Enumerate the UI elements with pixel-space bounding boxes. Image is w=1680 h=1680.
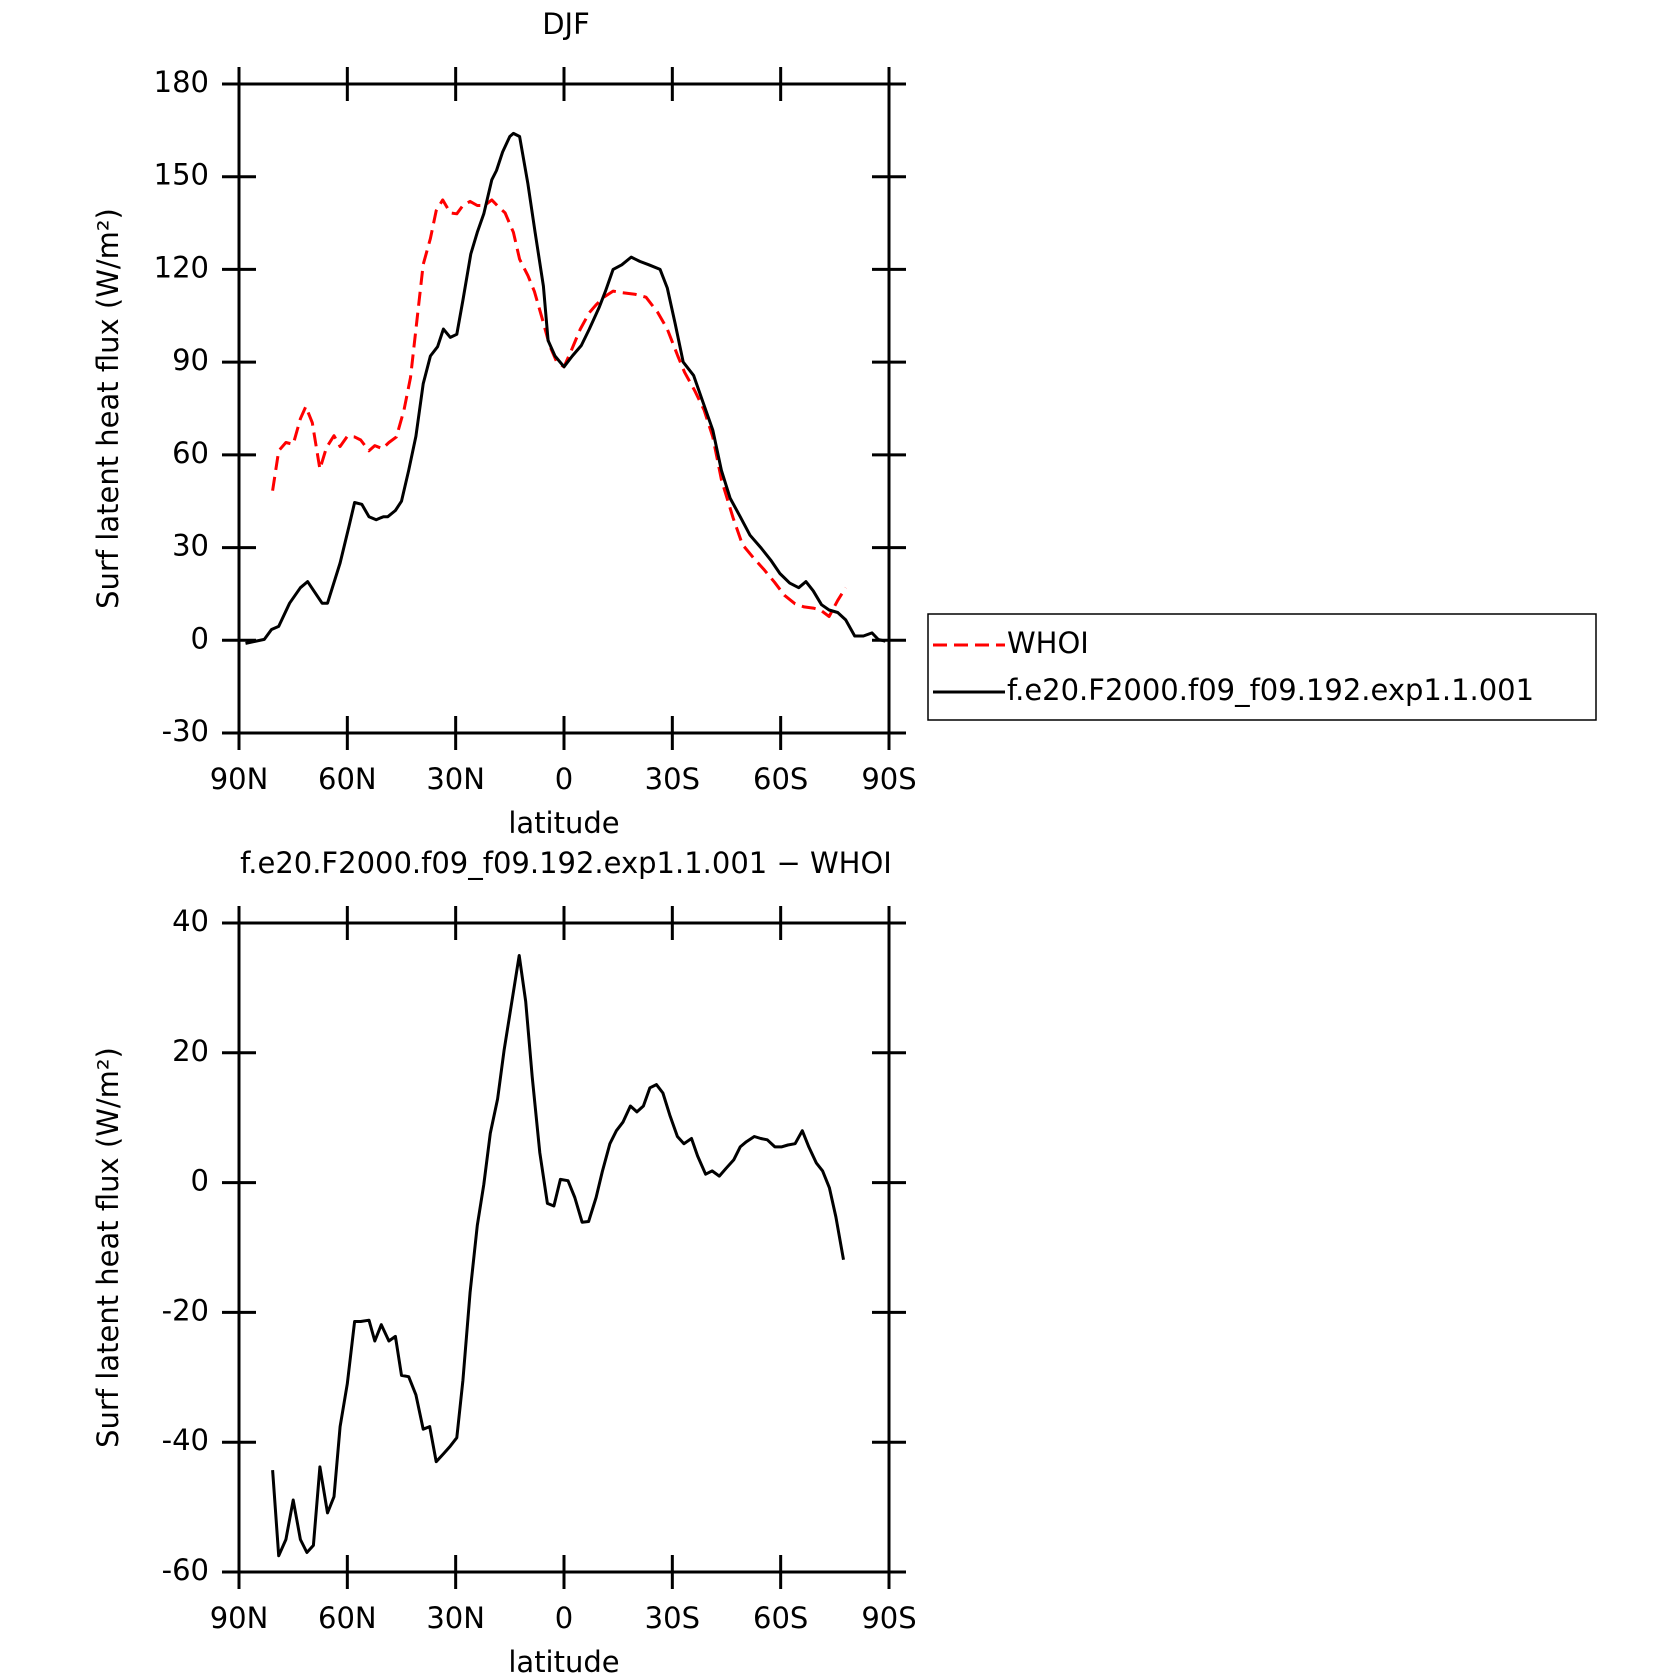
x-tick-label: 0 xyxy=(555,1601,573,1635)
y-tick-label: 120 xyxy=(154,250,209,284)
x-tick-label: 90S xyxy=(861,1601,916,1635)
legend-label: f.e20.F2000.f09_f09.192.exp1.1.001 xyxy=(1007,673,1534,707)
x-tick-label: 60N xyxy=(318,762,377,796)
x-tick-label: 90N xyxy=(210,762,269,796)
chart-title: f.e20.F2000.f09_f09.192.exp1.1.001 − WHO… xyxy=(240,846,892,880)
y-tick-label: 0 xyxy=(191,621,209,655)
x-tick-label: 60N xyxy=(318,1601,377,1635)
x-axis-label: latitude xyxy=(508,806,619,840)
x-tick-label: 90N xyxy=(210,1601,269,1635)
y-tick-label: 40 xyxy=(172,904,209,938)
x-tick-label: 30S xyxy=(645,762,700,796)
data-line xyxy=(245,131,886,645)
chart-title: DJF xyxy=(542,7,590,41)
y-tick-label: 60 xyxy=(172,436,209,470)
x-tick-label: 30S xyxy=(645,1601,700,1635)
y-axis-label: Surf latent heat flux (W/m²) xyxy=(91,208,125,609)
y-tick-label: -40 xyxy=(162,1423,209,1457)
x-tick-label: 60S xyxy=(753,762,808,796)
x-tick-label: 30N xyxy=(426,762,485,796)
x-tick-label: 90S xyxy=(861,762,916,796)
plot-frame xyxy=(237,82,891,735)
y-tick-label: -30 xyxy=(162,714,209,748)
y-tick-label: 0 xyxy=(191,1164,209,1198)
y-tick-label: -60 xyxy=(162,1553,209,1587)
legend-label: WHOI xyxy=(1007,626,1089,660)
y-tick-label: 150 xyxy=(154,158,209,192)
legend-box xyxy=(927,613,1597,721)
y-tick-label: -20 xyxy=(162,1293,209,1327)
y-tick-label: 180 xyxy=(154,65,209,99)
y-axis-label: Surf latent heat flux (W/m²) xyxy=(91,1047,125,1448)
y-tick-label: 90 xyxy=(172,343,209,377)
plot-frame xyxy=(237,921,891,1574)
x-tick-label: 0 xyxy=(555,762,573,796)
x-axis-label: latitude xyxy=(508,1645,619,1679)
y-tick-label: 30 xyxy=(172,529,209,563)
data-line xyxy=(271,954,845,1558)
x-tick-label: 30N xyxy=(426,1601,485,1635)
y-tick-label: 20 xyxy=(172,1034,209,1068)
x-tick-label: 60S xyxy=(753,1601,808,1635)
data-line xyxy=(271,198,847,618)
